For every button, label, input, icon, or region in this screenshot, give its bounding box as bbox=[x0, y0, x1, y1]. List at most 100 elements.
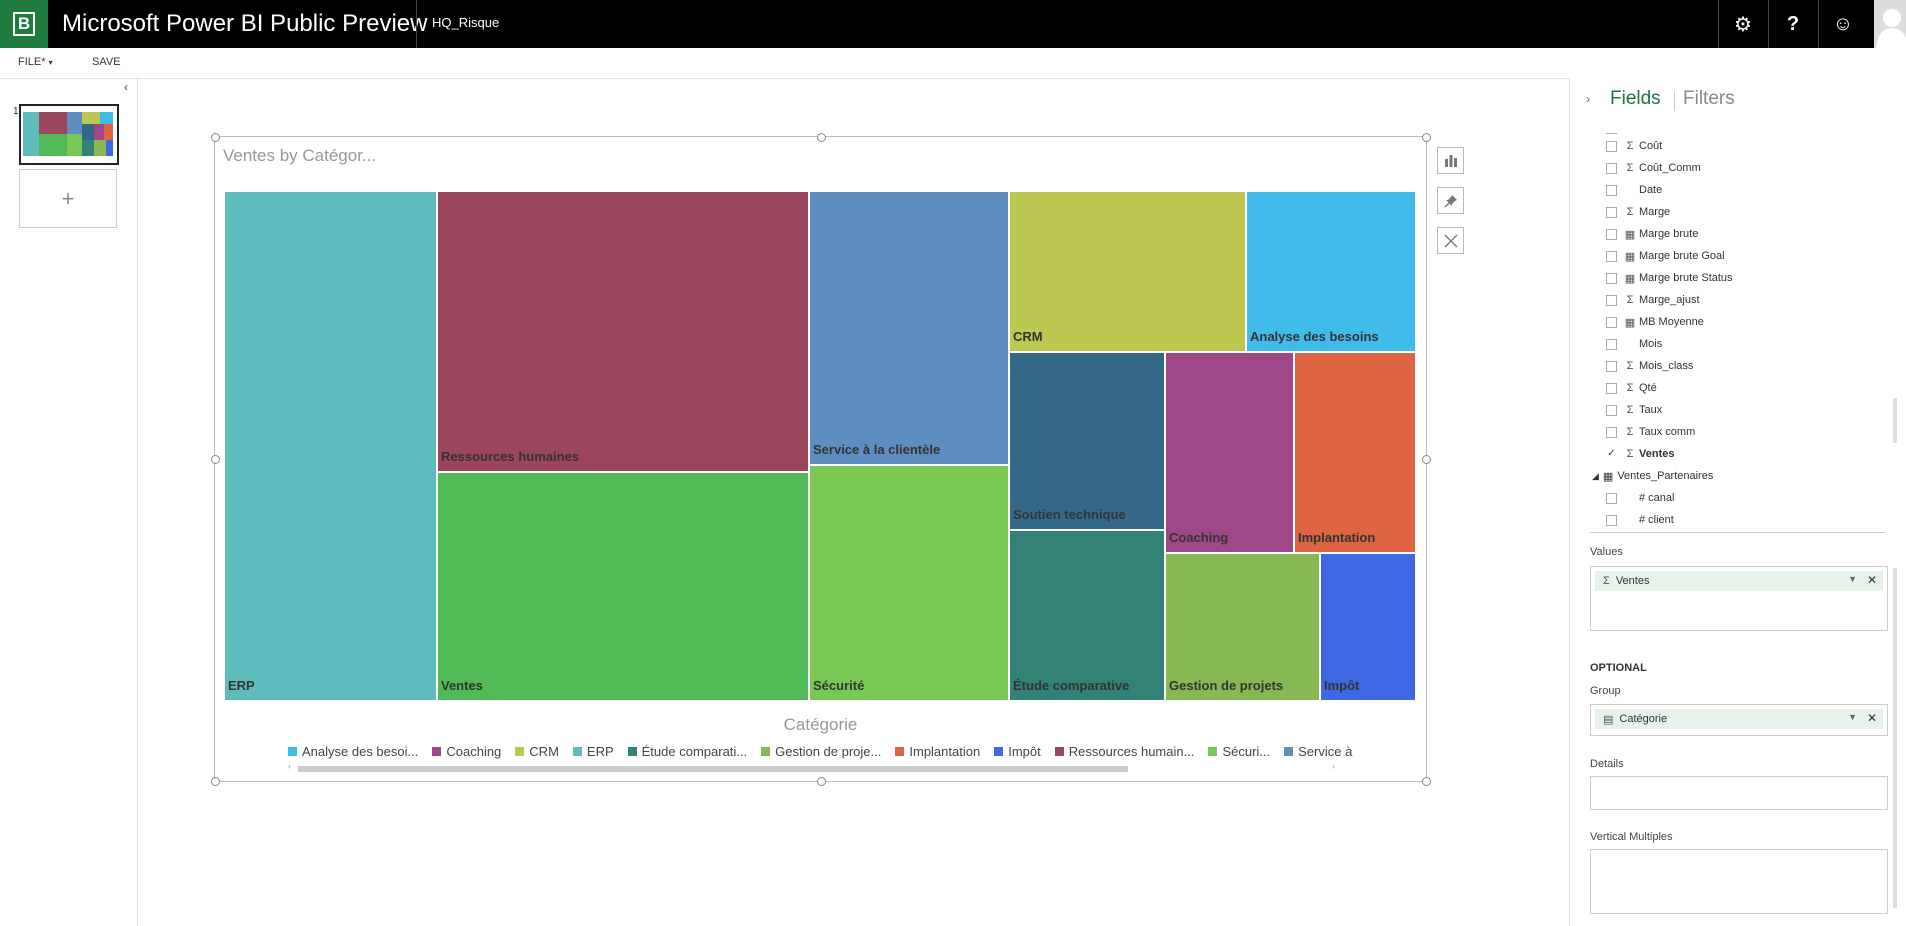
checkbox[interactable] bbox=[1606, 228, 1617, 240]
field-item[interactable]: Σ Mois_class bbox=[1590, 357, 1693, 375]
field-item[interactable]: Σ Qté bbox=[1590, 379, 1657, 397]
resize-handle[interactable] bbox=[817, 133, 826, 142]
checkbox[interactable] bbox=[1606, 130, 1617, 134]
chart-type-icon[interactable] bbox=[1437, 147, 1464, 174]
collapse-panel-icon[interactable]: ‹ bbox=[124, 80, 128, 94]
legend-item[interactable]: Service à bbox=[1284, 744, 1352, 759]
table-item[interactable]: ◢ ▦ Ventes_Partenaires bbox=[1590, 467, 1713, 485]
treemap-tile[interactable]: CRM bbox=[1009, 191, 1246, 352]
legend-item[interactable]: Impôt bbox=[994, 744, 1041, 759]
checkbox[interactable] bbox=[1606, 162, 1617, 174]
resize-handle[interactable] bbox=[1422, 133, 1431, 142]
field-item[interactable]: ▦ MB Moyenne bbox=[1590, 313, 1704, 331]
field-item[interactable]: Σ Taux comm bbox=[1590, 423, 1695, 441]
help-icon[interactable]: ? bbox=[1786, 12, 1800, 35]
group-field-pill[interactable]: ▤ Catégorie ▼ ✕ bbox=[1595, 709, 1883, 729]
legend-scrollbar[interactable]: ‹ › bbox=[288, 761, 1335, 772]
treemap-tile[interactable]: Implantation bbox=[1294, 352, 1416, 553]
chevron-down-icon[interactable]: ▼ bbox=[1848, 712, 1857, 722]
field-item[interactable]: # client bbox=[1590, 511, 1674, 529]
page-thumbnail[interactable] bbox=[19, 104, 119, 165]
tab-filters[interactable]: Filters bbox=[1683, 88, 1735, 109]
legend-item[interactable]: CRM bbox=[515, 744, 559, 759]
resize-handle[interactable] bbox=[817, 777, 826, 786]
treemap-visual[interactable]: Ventes by Catégor... ERP Ressources humai… bbox=[211, 133, 1431, 786]
field-item[interactable]: Σ Marge_ajust bbox=[1590, 291, 1700, 309]
wells-scrollbar[interactable] bbox=[1893, 568, 1897, 908]
scrollbar-thumb[interactable] bbox=[298, 766, 1128, 772]
field-item[interactable]: Σ Coût bbox=[1590, 137, 1662, 155]
checkbox[interactable] bbox=[1606, 272, 1617, 284]
legend-item[interactable]: Gestion de proje... bbox=[761, 744, 881, 759]
values-field-pill[interactable]: Σ Ventes ▼ ✕ bbox=[1595, 571, 1883, 591]
field-list-scrollbar[interactable] bbox=[1893, 398, 1897, 443]
field-item[interactable]: ▦ Marge brute Goal bbox=[1590, 247, 1725, 265]
checkbox[interactable] bbox=[1606, 294, 1617, 306]
checkbox[interactable] bbox=[1606, 514, 1617, 526]
field-item[interactable]: Σ Taux bbox=[1590, 401, 1662, 419]
group-well[interactable]: ▤ Catégorie ▼ ✕ bbox=[1590, 704, 1888, 736]
treemap-tile[interactable]: Sécurité bbox=[809, 465, 1009, 701]
save-button[interactable]: SAVE bbox=[92, 56, 121, 68]
treemap-tile[interactable]: Service à la clientèle bbox=[809, 191, 1009, 465]
treemap-tile[interactable]: Ressources humaines bbox=[437, 191, 809, 472]
close-icon[interactable] bbox=[1437, 227, 1464, 254]
checkbox[interactable] bbox=[1606, 140, 1617, 152]
treemap-tile[interactable]: Ventes bbox=[437, 472, 809, 701]
legend-item[interactable]: Coaching bbox=[432, 744, 501, 759]
treemap-tile[interactable]: ERP bbox=[224, 191, 437, 701]
checkbox[interactable]: ✓ bbox=[1607, 447, 1616, 459]
file-menu[interactable]: FILE* ▾ bbox=[18, 56, 53, 68]
chevron-right-icon[interactable]: › bbox=[1586, 92, 1590, 106]
checkbox[interactable] bbox=[1606, 338, 1617, 350]
vertical-multiples-well[interactable] bbox=[1590, 849, 1888, 914]
checkbox[interactable] bbox=[1606, 404, 1617, 416]
details-well[interactable] bbox=[1590, 776, 1888, 810]
legend-item[interactable]: Ressources humain... bbox=[1054, 744, 1194, 759]
field-item[interactable]: Mois bbox=[1590, 335, 1662, 353]
legend-item[interactable]: Analyse des besoi... bbox=[288, 744, 418, 759]
treemap-tile[interactable]: Impôt bbox=[1320, 553, 1416, 701]
gear-icon[interactable]: ⚙ bbox=[1734, 13, 1752, 36]
field-item[interactable]: ✓ Σ Ventes bbox=[1590, 445, 1674, 463]
checkbox[interactable] bbox=[1606, 492, 1617, 504]
legend-item[interactable]: Sécuri... bbox=[1208, 744, 1270, 759]
checkbox[interactable] bbox=[1606, 184, 1617, 196]
remove-icon[interactable]: ✕ bbox=[1866, 573, 1877, 587]
treemap-tile[interactable]: Analyse des besoins bbox=[1246, 191, 1416, 352]
checkbox[interactable] bbox=[1606, 360, 1617, 372]
values-well[interactable]: Σ Ventes ▼ ✕ bbox=[1590, 566, 1888, 631]
field-item[interactable]: Σ Marge bbox=[1590, 203, 1670, 221]
field-item[interactable]: ▦ Marge brute Status bbox=[1590, 269, 1733, 287]
checkbox[interactable] bbox=[1606, 206, 1617, 218]
checkbox[interactable] bbox=[1606, 382, 1617, 394]
add-page-button[interactable]: + bbox=[19, 169, 117, 228]
legend-item[interactable]: Étude comparati... bbox=[627, 744, 747, 759]
resize-handle[interactable] bbox=[1422, 455, 1431, 464]
field-item[interactable]: Σ Coût_Comm bbox=[1590, 159, 1701, 177]
scroll-left-icon[interactable]: ‹ bbox=[288, 761, 291, 771]
checkbox[interactable] bbox=[1606, 316, 1617, 328]
remove-icon[interactable]: ✕ bbox=[1866, 711, 1877, 725]
expand-icon[interactable]: ◢ bbox=[1592, 470, 1599, 481]
field-item[interactable]: ▦ Marge brute bbox=[1590, 225, 1698, 243]
smiley-icon[interactable]: ☺ bbox=[1832, 12, 1854, 35]
scroll-right-icon[interactable]: › bbox=[1332, 761, 1335, 771]
field-item[interactable]: # canal bbox=[1590, 489, 1674, 507]
treemap-tile[interactable]: Coaching bbox=[1165, 352, 1294, 553]
chevron-down-icon[interactable]: ▼ bbox=[1848, 574, 1857, 584]
avatar[interactable] bbox=[1874, 0, 1906, 48]
resize-handle[interactable] bbox=[211, 455, 220, 464]
legend-item[interactable]: ERP bbox=[572, 744, 614, 759]
checkbox[interactable] bbox=[1606, 250, 1617, 262]
resize-handle[interactable] bbox=[1422, 777, 1431, 786]
treemap-tile[interactable]: Soutien technique bbox=[1009, 352, 1165, 530]
tab-fields[interactable]: Fields bbox=[1610, 88, 1661, 109]
resize-handle[interactable] bbox=[211, 777, 220, 786]
pin-icon[interactable] bbox=[1437, 187, 1464, 214]
resize-handle[interactable] bbox=[211, 133, 220, 142]
legend-item[interactable]: Implantation bbox=[895, 744, 980, 759]
checkbox[interactable] bbox=[1606, 426, 1617, 438]
treemap-tile[interactable]: Gestion de projets bbox=[1165, 553, 1320, 701]
treemap-tile[interactable]: Étude comparative bbox=[1009, 530, 1165, 701]
